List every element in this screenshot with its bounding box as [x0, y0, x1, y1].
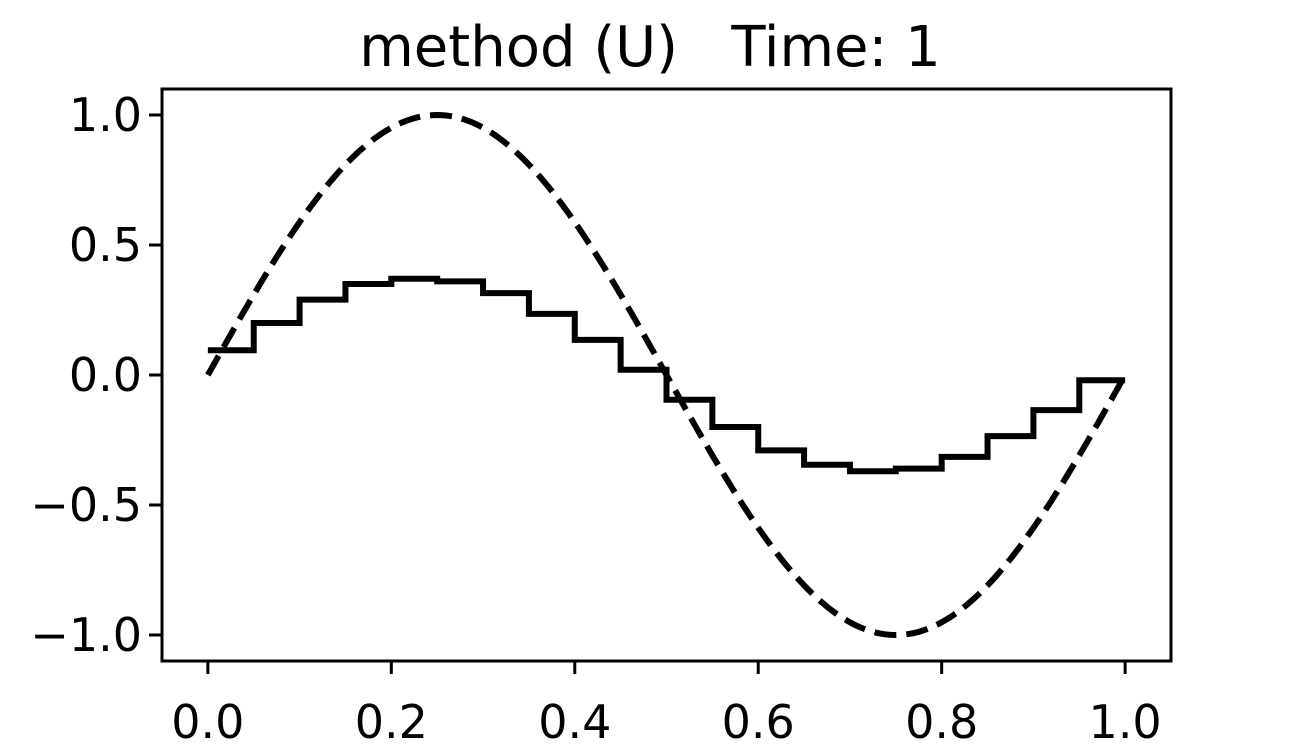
y-tick-label: 1.0 — [69, 88, 142, 142]
x-tick-label: 0.6 — [722, 695, 795, 744]
axes: 0.0 0.2 0.4 0.6 0.8 1.0 1.0 0.5 0.0 −0.5 −1.0 — [30, 87, 1173, 749]
series-group — [205, 111, 1128, 639]
y-tick-label: 0.5 — [69, 218, 142, 272]
plot-area — [205, 111, 1128, 639]
x-tick-label: 1.0 — [1089, 695, 1162, 744]
y-tick-label: −0.5 — [30, 478, 142, 532]
y-tick-label: 0.0 — [69, 348, 142, 402]
chart-title: method (U) Time: 1 — [359, 15, 941, 80]
x-tick-label: 0.2 — [355, 695, 428, 744]
x-tick-label: 0.4 — [538, 695, 611, 744]
y-tick-label: −1.0 — [30, 608, 142, 662]
series-dashed-line — [205, 111, 1128, 639]
x-tick-label: 0.8 — [905, 695, 978, 744]
series-step-line — [207, 275, 1126, 475]
x-tick-label: 0.0 — [171, 695, 244, 744]
